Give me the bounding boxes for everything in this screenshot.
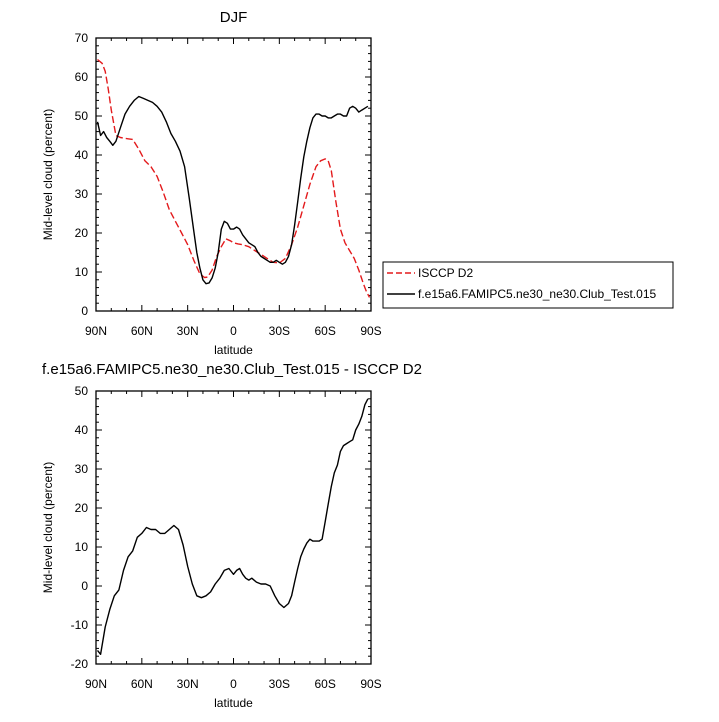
series-line-difference	[96, 398, 369, 655]
x-tick-label: 0	[230, 324, 237, 338]
y-tick-label: 70	[75, 31, 89, 45]
x-tick-label: 90S	[360, 324, 381, 338]
plot-frame	[95, 390, 372, 665]
series-line-isccp-d2	[97, 58, 371, 298]
x-tick-label: 60N	[131, 677, 153, 691]
chart-title: f.e15a6.FAMIPC5.ne30_ne30.Club_Test.015 …	[42, 361, 422, 378]
legend-label: ISCCP D2	[418, 266, 473, 280]
x-tick-label: 90N	[85, 677, 107, 691]
y-tick-label: 50	[75, 109, 89, 123]
y-tick-label: 60	[75, 70, 89, 84]
chart-title: DJF	[220, 9, 248, 26]
x-axis-title: latitude	[214, 343, 253, 357]
y-tick-label: 30	[75, 187, 89, 201]
x-tick-label: 90S	[360, 677, 381, 691]
y-axis-title: Mid-level cloud (percent)	[41, 109, 55, 240]
y-tick-label: 20	[75, 226, 89, 240]
y-tick-label: 10	[75, 265, 89, 279]
legend-label: f.e15a6.FAMIPC5.ne30_ne30.Club_Test.015	[418, 287, 656, 301]
x-tick-label: 60N	[131, 324, 153, 338]
y-axis-title: Mid-level cloud (percent)	[41, 462, 55, 593]
series-line-club-test-015	[96, 95, 369, 285]
y-tick-label: 30	[75, 462, 89, 476]
x-tick-label: 60S	[314, 324, 335, 338]
bottom-panel-difference: f.e15a6.FAMIPC5.ne30_ne30.Club_Test.015 …	[41, 361, 422, 710]
y-tick-label: 10	[75, 540, 89, 554]
y-tick-label: -10	[71, 618, 89, 632]
y-tick-label: 50	[75, 384, 89, 398]
y-tick-label: 40	[75, 148, 89, 162]
y-tick-label: 0	[81, 579, 88, 593]
y-tick-label: -20	[71, 657, 89, 671]
x-tick-label: 30S	[269, 677, 290, 691]
x-tick-label: 0	[230, 677, 237, 691]
x-tick-label: 30N	[177, 677, 199, 691]
y-tick-label: 20	[75, 501, 89, 515]
x-tick-label: 30S	[269, 324, 290, 338]
plot-frame	[95, 37, 372, 312]
top-panel-djf: DJF 0 10 20 30 40 50 60 70 90N 60N 30N 0 30S 60S 90S lat…	[41, 9, 382, 357]
y-tick-label: 40	[75, 423, 89, 437]
legend: ISCCP D2 f.e15a6.FAMIPC5.ne30_ne30.Club_T…	[382, 261, 674, 309]
x-tick-label: 90N	[85, 324, 107, 338]
y-tick-label: 0	[81, 304, 88, 318]
x-tick-label: 60S	[314, 677, 335, 691]
x-axis-title: latitude	[214, 696, 253, 710]
legend-box	[382, 261, 674, 309]
x-tick-label: 30N	[177, 324, 199, 338]
